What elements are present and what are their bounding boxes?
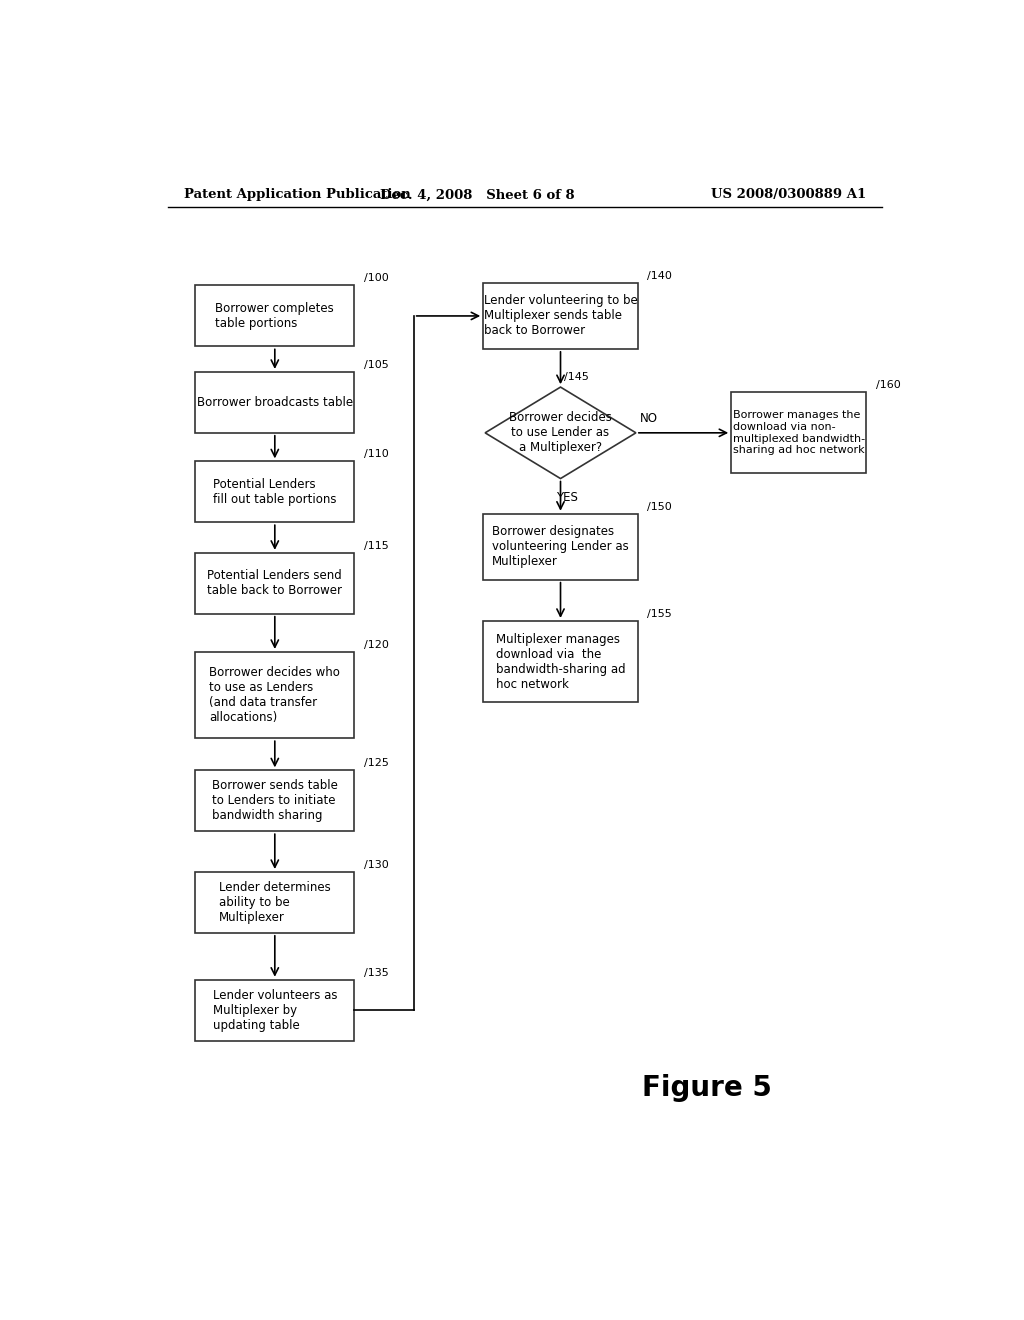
Text: NO: NO (640, 412, 657, 425)
Text: Multiplexer manages
download via  the
bandwidth-sharing ad
hoc network: Multiplexer manages download via the ban… (496, 632, 626, 690)
Text: Borrower decides
to use Lender as
a Multiplexer?: Borrower decides to use Lender as a Mult… (509, 412, 612, 454)
Text: /145: /145 (564, 372, 590, 381)
Text: /130: /130 (364, 859, 388, 870)
Bar (483, 513, 638, 579)
Text: Potential Lenders send
table back to Borrower: Potential Lenders send table back to Bor… (207, 569, 342, 597)
Text: /125: /125 (364, 758, 388, 768)
Text: Borrower sends table
to Lenders to initiate
bandwidth sharing: Borrower sends table to Lenders to initi… (212, 779, 338, 822)
Text: /115: /115 (364, 541, 388, 550)
Bar (196, 553, 354, 614)
Text: Lender determines
ability to be
Multiplexer: Lender determines ability to be Multiple… (219, 880, 331, 924)
Text: /100: /100 (364, 273, 388, 284)
Bar (196, 372, 354, 433)
Bar (196, 285, 354, 346)
Text: /120: /120 (364, 640, 388, 649)
Bar (196, 771, 354, 832)
Text: Borrower completes
table portions: Borrower completes table portions (215, 302, 334, 330)
Text: Borrower designates
volunteering Lender as
Multiplexer: Borrower designates volunteering Lender … (493, 525, 629, 568)
Text: /110: /110 (364, 449, 388, 459)
Text: Potential Lenders
fill out table portions: Potential Lenders fill out table portion… (213, 478, 337, 506)
Polygon shape (485, 387, 636, 479)
Text: Lender volunteering to be
Multiplexer sends table
back to Borrower: Lender volunteering to be Multiplexer se… (483, 294, 637, 338)
Text: /105: /105 (364, 360, 388, 370)
Bar (731, 392, 866, 474)
Text: YES: YES (556, 491, 578, 504)
Text: Patent Application Publication: Patent Application Publication (183, 189, 411, 202)
Text: Borrower decides who
to use as Lenders
(and data transfer
allocations): Borrower decides who to use as Lenders (… (209, 667, 340, 725)
Bar (196, 979, 354, 1040)
Text: /135: /135 (364, 968, 388, 978)
Bar (483, 282, 638, 348)
Bar (196, 461, 354, 523)
Bar (483, 620, 638, 702)
Text: Lender volunteers as
Multiplexer by
updating table: Lender volunteers as Multiplexer by upda… (213, 989, 337, 1032)
Text: Borrower manages the
download via non-
multiplexed bandwidth-
sharing ad hoc net: Borrower manages the download via non- m… (732, 411, 864, 455)
Text: /155: /155 (647, 609, 672, 619)
Text: /140: /140 (647, 271, 673, 281)
Text: US 2008/0300889 A1: US 2008/0300889 A1 (711, 189, 866, 202)
Bar (196, 873, 354, 933)
Bar (196, 652, 354, 738)
Text: Dec. 4, 2008   Sheet 6 of 8: Dec. 4, 2008 Sheet 6 of 8 (380, 189, 574, 202)
Text: /150: /150 (647, 502, 672, 512)
Text: /160: /160 (876, 380, 900, 391)
Text: Borrower broadcasts table: Borrower broadcasts table (197, 396, 353, 409)
Text: Figure 5: Figure 5 (642, 1074, 772, 1102)
